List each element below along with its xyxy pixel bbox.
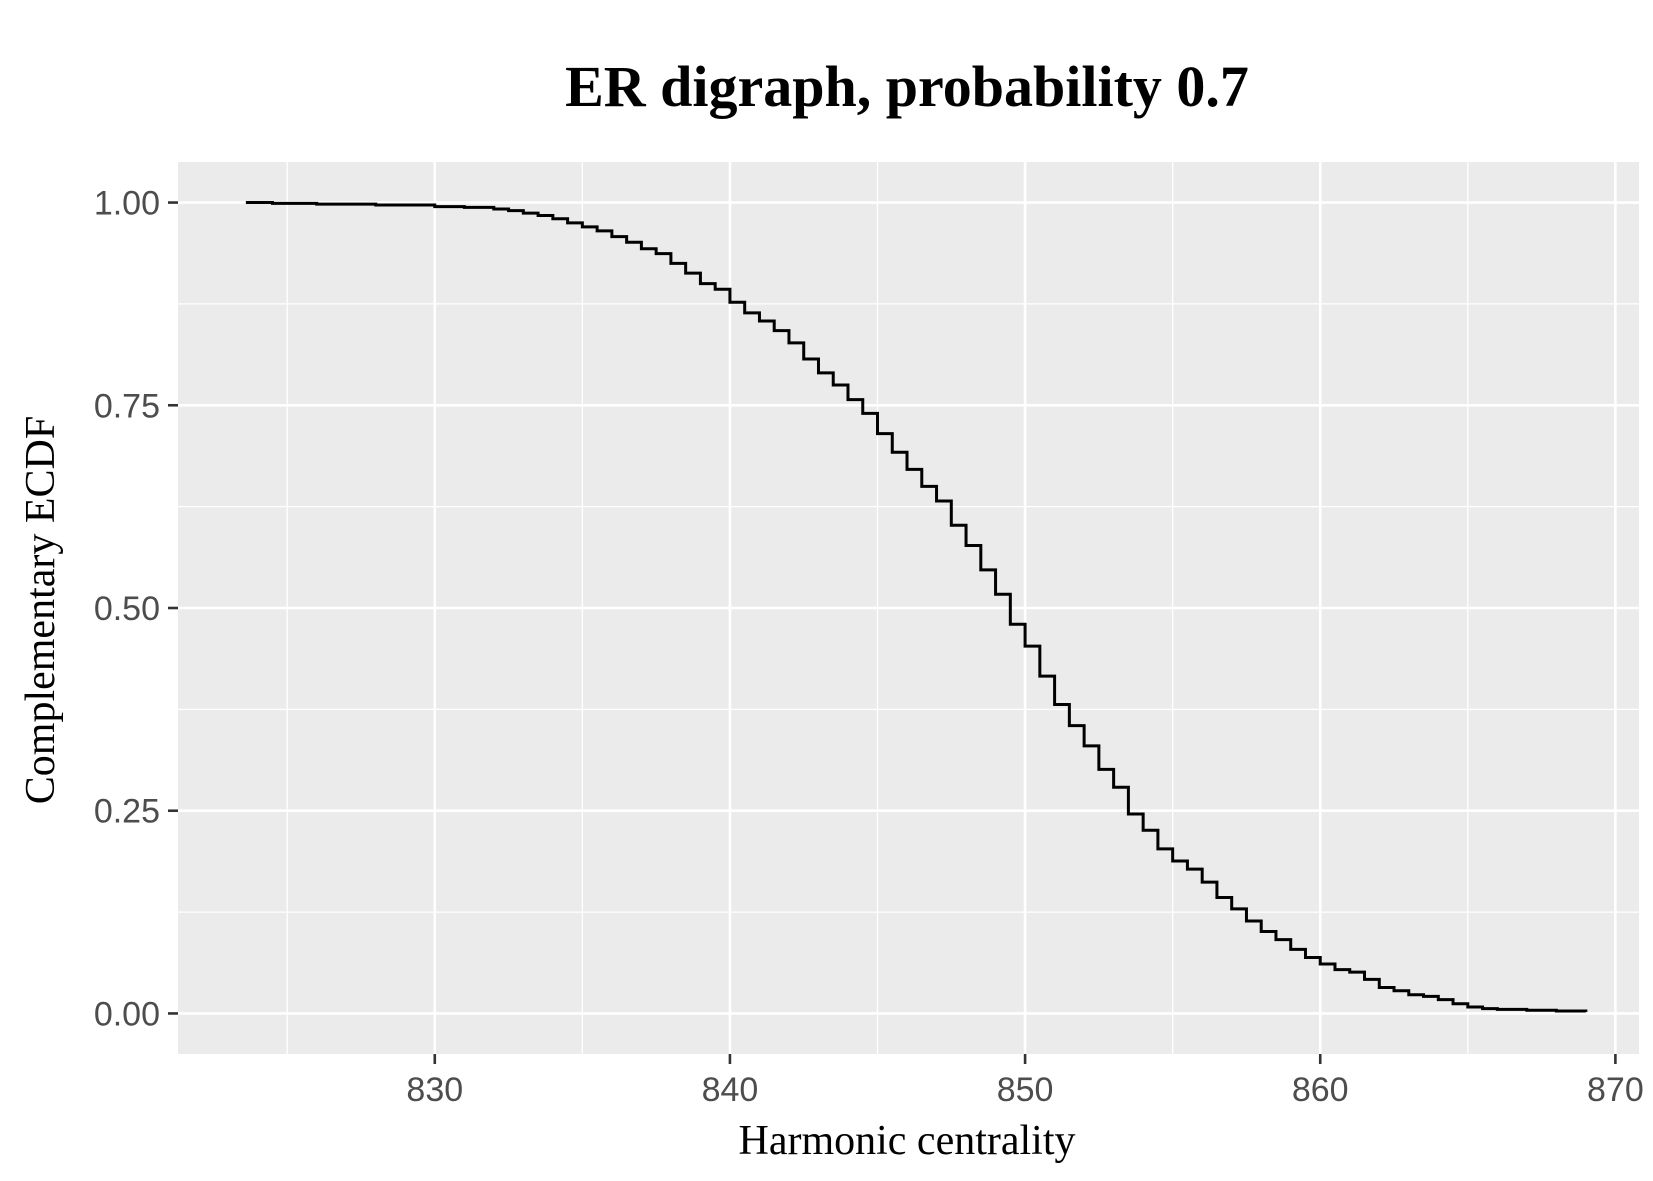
y-tick-label: 0.00 xyxy=(94,995,160,1033)
y-tick-label: 1.00 xyxy=(94,185,160,223)
x-tick-label: 850 xyxy=(997,1071,1054,1109)
y-axis: 0.00 0.25 0.50 0.75 1.00 xyxy=(94,185,178,1033)
x-tick-label: 830 xyxy=(406,1071,463,1109)
x-axis: 830 840 850 860 870 xyxy=(406,1054,1644,1109)
major-grid xyxy=(178,162,1639,1054)
chart-title: ER digraph, probability 0.7 xyxy=(565,54,1249,119)
y-axis-title: Complementary ECDF xyxy=(18,416,64,804)
ecdf-step-line xyxy=(245,201,1588,1013)
y-tick-label: 0.75 xyxy=(94,387,160,425)
x-axis-title: Harmonic centrality xyxy=(738,1118,1075,1164)
y-tick-label: 0.25 xyxy=(94,793,160,831)
x-tick-label: 870 xyxy=(1587,1071,1644,1109)
x-tick-label: 840 xyxy=(702,1071,759,1109)
y-tick-label: 0.50 xyxy=(94,590,160,628)
x-tick-label: 860 xyxy=(1292,1071,1349,1109)
